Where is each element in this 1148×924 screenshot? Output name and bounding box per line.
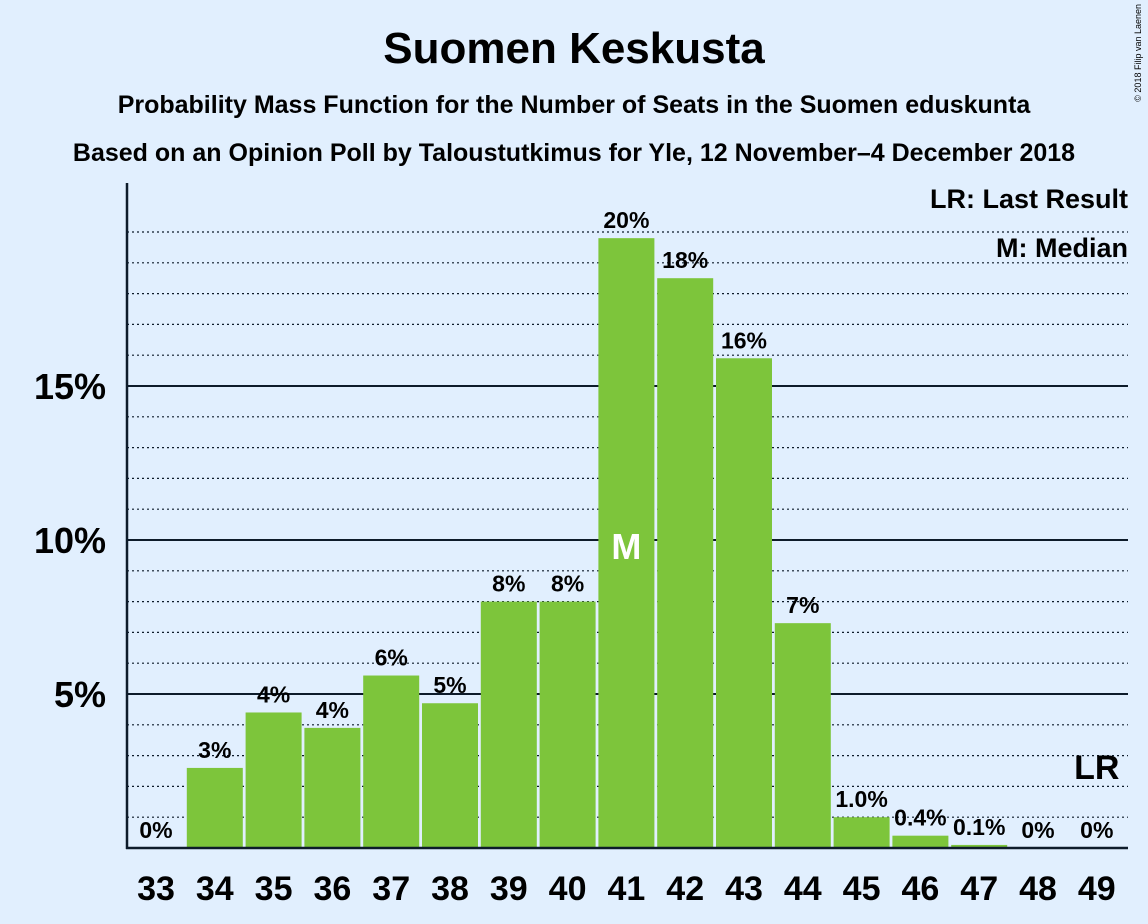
value-label-40: 8% — [551, 571, 584, 597]
y-tick-label: 5% — [54, 674, 106, 715]
value-label-49: 0% — [1080, 817, 1113, 843]
bar-36 — [304, 727, 361, 848]
bar-41 — [598, 238, 655, 848]
value-label-46: 0.4% — [894, 805, 946, 831]
x-tick-label-40: 40 — [549, 870, 587, 908]
bar-38 — [422, 703, 478, 848]
x-tick-label-35: 35 — [255, 870, 293, 908]
value-label-48: 0% — [1021, 817, 1054, 843]
legend-last-result: LR: Last Result — [930, 184, 1128, 214]
bar-39 — [480, 601, 537, 848]
value-label-37: 6% — [375, 645, 408, 671]
value-label-34: 3% — [198, 737, 231, 763]
value-label-35: 4% — [257, 681, 290, 707]
value-label-42: 18% — [662, 247, 708, 273]
value-label-38: 5% — [433, 672, 466, 698]
last-result-marker: LR — [1074, 749, 1119, 787]
bar-47 — [951, 844, 1008, 848]
bar-45 — [833, 817, 890, 848]
chart-title: Suomen Keskusta — [383, 24, 765, 73]
x-tick-label-48: 48 — [1019, 870, 1057, 908]
x-tick-label-44: 44 — [784, 870, 822, 908]
x-tick-label-38: 38 — [431, 870, 469, 908]
x-tick-label-45: 45 — [843, 870, 881, 908]
value-label-43: 16% — [721, 327, 767, 353]
bar-40 — [539, 601, 596, 848]
bar-46 — [892, 835, 949, 848]
bar-37 — [363, 675, 420, 848]
copyright-note: © 2018 Filip van Laenen — [1133, 4, 1143, 102]
x-tick-label-43: 43 — [725, 870, 763, 908]
value-label-36: 4% — [316, 697, 349, 723]
value-label-41: 20% — [603, 207, 649, 233]
value-label-44: 7% — [786, 592, 819, 618]
bar-43 — [716, 358, 772, 848]
x-tick-label-34: 34 — [196, 870, 234, 908]
x-tick-label-46: 46 — [901, 870, 939, 908]
median-marker: M — [611, 526, 641, 567]
chart-subtitle-2: Based on an Opinion Poll by Taloustutkim… — [73, 139, 1075, 167]
bar-34 — [186, 767, 243, 848]
x-tick-label-36: 36 — [313, 870, 351, 908]
x-tick-label-33: 33 — [137, 870, 175, 908]
bar-44 — [774, 623, 831, 848]
legend-median: M: Median — [996, 233, 1128, 263]
value-label-45: 1.0% — [835, 786, 887, 812]
bar-35 — [245, 712, 302, 848]
x-tick-label-47: 47 — [960, 870, 998, 908]
value-label-33: 0% — [139, 817, 172, 843]
value-label-39: 8% — [492, 571, 525, 597]
chart-subtitle: Probability Mass Function for the Number… — [118, 91, 1032, 119]
x-tick-label-42: 42 — [666, 870, 704, 908]
bar-42 — [657, 278, 714, 848]
y-tick-label: 10% — [34, 520, 106, 561]
value-label-47: 0.1% — [953, 814, 1005, 840]
x-tick-label-39: 39 — [490, 870, 528, 908]
x-tick-label-37: 37 — [372, 870, 410, 908]
y-tick-label: 15% — [34, 366, 106, 407]
x-tick-label-41: 41 — [607, 870, 645, 908]
x-tick-label-49: 49 — [1078, 870, 1116, 908]
